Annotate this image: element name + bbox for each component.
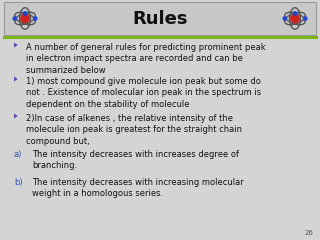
Polygon shape (14, 42, 18, 48)
Circle shape (23, 12, 27, 15)
Text: a): a) (14, 150, 22, 159)
Text: The intensity decreases with increases degree of
branching.: The intensity decreases with increases d… (32, 150, 239, 170)
Circle shape (21, 14, 29, 23)
Polygon shape (14, 114, 18, 119)
Circle shape (34, 17, 37, 20)
Text: 1) most compound give molecule ion peak but some do
not . Existence of molecular: 1) most compound give molecule ion peak … (26, 77, 261, 109)
Circle shape (283, 17, 286, 20)
Polygon shape (14, 77, 18, 82)
Circle shape (293, 12, 297, 15)
Circle shape (303, 17, 307, 20)
Circle shape (13, 17, 17, 20)
Text: 26: 26 (304, 230, 313, 236)
Circle shape (291, 14, 299, 23)
Bar (4, 2, 316, 35)
Text: A number of general rules for predicting prominent peak
in electron impact spect: A number of general rules for predicting… (26, 43, 266, 75)
Text: Rules: Rules (132, 10, 188, 28)
Text: b): b) (14, 178, 23, 187)
Text: 2)In case of alkenes , the relative intensity of the
molecule ion peak is greate: 2)In case of alkenes , the relative inte… (26, 114, 242, 146)
Text: The intensity decreases with increasing molecular
weight in a homologous series.: The intensity decreases with increasing … (32, 178, 244, 198)
